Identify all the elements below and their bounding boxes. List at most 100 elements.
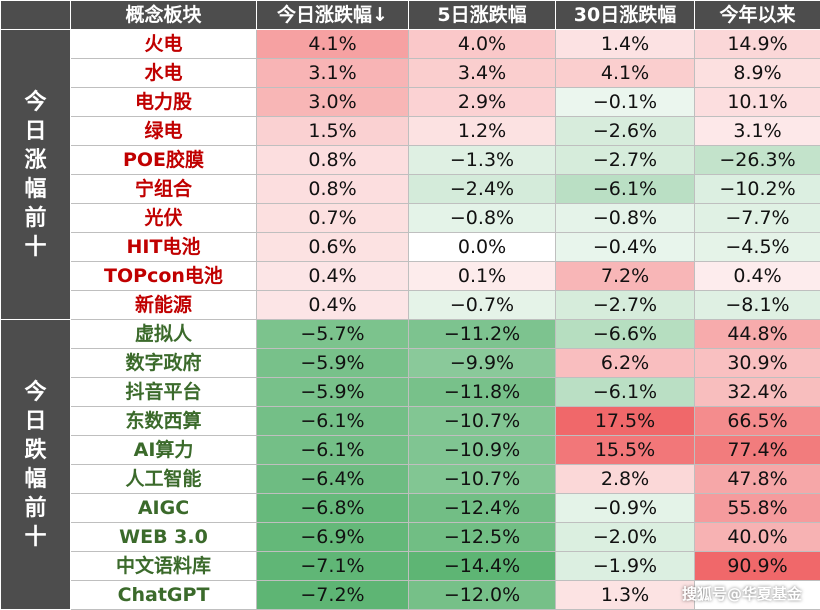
30d-change-cell: −1.9% [555, 551, 695, 581]
ytd-change-cell: −4.5% [694, 232, 820, 262]
30d-change-cell: −2.7% [555, 290, 695, 320]
table-row[interactable]: AI算力 −6.1% −10.9% 15.5% 77.4% [1, 435, 820, 465]
5d-change-cell: −12.4% [408, 493, 556, 523]
ytd-change-cell: 90.9% [694, 551, 820, 581]
today-change-cell: 0.4% [256, 261, 409, 291]
today-change-cell: −5.9% [256, 348, 409, 378]
table-row[interactable]: 今日涨幅前十火电 4.1% 4.0% 1.4% 14.9% [0, 29, 820, 320]
today-change-cell: 0.4% [256, 290, 409, 320]
today-change-cell: −6.1% [256, 435, 409, 465]
table-row[interactable]: 今日跌幅前十虚拟人 −5.7% −11.2% −6.6% 44.8% [0, 319, 820, 610]
30d-change-cell: 7.2% [555, 261, 695, 291]
ytd-change-cell: −8.1% [694, 290, 820, 320]
ytd-change-cell: −26.3% [694, 145, 820, 175]
sector-name: 虚拟人 [70, 319, 257, 349]
table-row[interactable]: 水电 3.1% 3.4% 4.1% 8.9% [1, 58, 820, 88]
5d-change-cell: −0.7% [408, 290, 556, 320]
5d-change-cell: −11.2% [408, 319, 556, 349]
table-row[interactable]: 新能源 0.4% −0.7% −2.7% −8.1% [1, 290, 820, 320]
today-change-cell: −6.4% [256, 464, 409, 494]
today-change-cell: 0.7% [256, 203, 409, 233]
30d-change-cell: 4.1% [555, 58, 695, 88]
sector-name: 新能源 [70, 290, 257, 320]
sector-name: 数字政府 [70, 348, 257, 378]
table-row[interactable]: 宁组合 0.8% −2.4% −6.1% −10.2% [1, 174, 820, 204]
table-row[interactable]: 数字政府 −5.9% −9.9% 6.2% 30.9% [1, 348, 820, 378]
30d-change-cell: −6.1% [555, 174, 695, 204]
5d-change-cell: −2.4% [408, 174, 556, 204]
5d-change-cell: 2.9% [408, 87, 556, 117]
today-change-cell: 0.8% [256, 174, 409, 204]
sector-name: 水电 [70, 58, 257, 88]
5d-change-cell: 1.2% [408, 116, 556, 146]
today-change-cell: −5.9% [256, 377, 409, 407]
sector-name: 抖音平台 [70, 377, 257, 407]
today-change-cell: −6.8% [256, 493, 409, 523]
group-label-top-losers: 今日跌幅前十 [0, 319, 71, 610]
ytd-change-cell [694, 580, 820, 610]
header-ytd-change[interactable]: 今年以来 [694, 0, 820, 30]
table-row[interactable]: 中文语料库 −7.1% −14.4% −1.9% 90.9% [1, 551, 820, 581]
ytd-change-cell: 3.1% [694, 116, 820, 146]
sector-name: 东数西算 [70, 406, 257, 436]
sector-name: TOPcon电池 [70, 261, 257, 291]
5d-change-cell: −12.5% [408, 522, 556, 552]
header-30d-change[interactable]: 30日涨跌幅 [555, 0, 695, 30]
30d-change-cell: −0.4% [555, 232, 695, 262]
5d-change-cell: −10.7% [408, 406, 556, 436]
ytd-change-cell: 30.9% [694, 348, 820, 378]
30d-change-cell: −2.6% [555, 116, 695, 146]
table-row[interactable]: HIT电池 0.6% 0.0% −0.4% −4.5% [1, 232, 820, 262]
sector-name: 绿电 [70, 116, 257, 146]
30d-change-cell: −0.1% [555, 87, 695, 117]
table-row[interactable]: 电力股 3.0% 2.9% −0.1% 10.1% [1, 87, 820, 117]
header-today-change[interactable]: 今日涨跌幅↓ [256, 0, 409, 30]
sector-name: ChatGPT [70, 580, 257, 610]
5d-change-cell: −12.0% [408, 580, 556, 610]
watermark: 搜狐号@华夏基金 [681, 585, 802, 603]
today-change-cell: 1.5% [256, 116, 409, 146]
30d-change-cell: 17.5% [555, 406, 695, 436]
5d-change-cell: −14.4% [408, 551, 556, 581]
5d-change-cell: −10.9% [408, 435, 556, 465]
today-change-cell: 0.6% [256, 232, 409, 262]
ytd-change-cell: 47.8% [694, 464, 820, 494]
sector-name: 光伏 [70, 203, 257, 233]
table-row[interactable]: WEB 3.0 −6.9% −12.5% −2.0% 40.0% [1, 522, 820, 552]
table-row[interactable]: 光伏 0.7% −0.8% −0.8% −7.7% [1, 203, 820, 233]
30d-change-cell: −2.0% [555, 522, 695, 552]
30d-change-cell: 1.3% [555, 580, 695, 610]
table-row[interactable]: ChatGPT −7.2% −12.0% 1.3% [1, 580, 820, 610]
ytd-change-cell: 0.4% [694, 261, 820, 291]
today-change-cell: −6.9% [256, 522, 409, 552]
30d-change-cell: 15.5% [555, 435, 695, 465]
table-row[interactable]: 绿电 1.5% 1.2% −2.6% 3.1% [1, 116, 820, 146]
today-change-cell: −7.2% [256, 580, 409, 610]
sector-name: WEB 3.0 [70, 522, 257, 552]
30d-change-cell: 6.2% [555, 348, 695, 378]
30d-change-cell: −2.7% [555, 145, 695, 175]
table-row[interactable]: 人工智能 −6.4% −10.7% 2.8% 47.8% [1, 464, 820, 494]
5d-change-cell: −11.8% [408, 377, 556, 407]
table-row[interactable]: 东数西算 −6.1% −10.7% 17.5% 66.5% [1, 406, 820, 436]
today-change-cell: −6.1% [256, 406, 409, 436]
sector-name: HIT电池 [70, 232, 257, 262]
sector-name: 宁组合 [70, 174, 257, 204]
header-5d-change[interactable]: 5日涨跌幅 [408, 0, 556, 30]
table-row[interactable]: TOPcon电池 0.4% 0.1% 7.2% 0.4% [1, 261, 820, 291]
30d-change-cell: 2.8% [555, 464, 695, 494]
ytd-change-cell: 32.4% [694, 377, 820, 407]
table-row[interactable]: POE胶膜 0.8% −1.3% −2.7% −26.3% [1, 145, 820, 175]
table-row[interactable]: AIGC −6.8% −12.4% −0.9% 55.8% [1, 493, 820, 523]
today-change-cell: −7.1% [256, 551, 409, 581]
table-row[interactable]: 抖音平台 −5.9% −11.8% −6.1% 32.4% [1, 377, 820, 407]
30d-change-cell: −6.1% [555, 377, 695, 407]
today-change-cell: 4.1% [256, 29, 409, 59]
today-change-cell: 0.8% [256, 145, 409, 175]
ytd-change-cell: −10.2% [694, 174, 820, 204]
sector-name: POE胶膜 [70, 145, 257, 175]
header-row: 概念板块 今日涨跌幅↓ 5日涨跌幅 30日涨跌幅 今年以来 [0, 0, 820, 30]
ytd-change-cell: 66.5% [694, 406, 820, 436]
ytd-change-cell: 40.0% [694, 522, 820, 552]
